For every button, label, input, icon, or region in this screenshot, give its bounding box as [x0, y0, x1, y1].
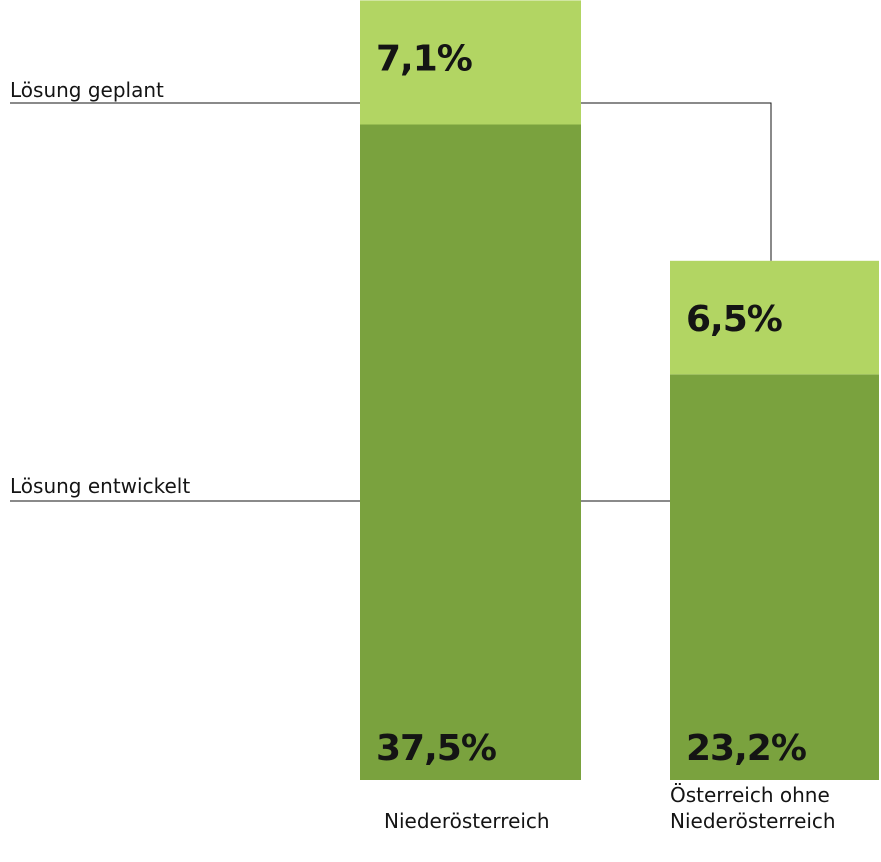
data-label-entwickelt-1: 23,2% — [686, 728, 806, 769]
legend-label-entwickelt: Lösung entwickelt — [10, 474, 190, 498]
category-label-1: Österreich ohne Niederösterreich — [670, 783, 836, 833]
bar-segment-entwickelt-1 — [670, 374, 879, 780]
data-label-geplant-1: 6,5% — [686, 299, 782, 340]
category-label-0: Niederösterreich — [384, 809, 550, 833]
legend: Lösung geplant Lösung entwickelt — [10, 78, 190, 498]
bar-segment-geplant-0 — [360, 0, 581, 125]
bar-segment-geplant-1 — [670, 260, 879, 375]
category-label-line: Niederösterreich — [670, 809, 836, 833]
legend-line-geplant-right — [581, 102, 772, 261]
data-label-geplant-0: 7,1% — [376, 38, 472, 79]
category-label-line: Österreich ohne — [670, 783, 830, 807]
bar-segment-entwickelt-0 — [360, 124, 581, 780]
bars-layer: 37,5% 7,1% 23,2% 6,5% — [360, 0, 879, 780]
data-label-entwickelt-0: 37,5% — [376, 728, 496, 769]
legend-label-geplant: Lösung geplant — [10, 78, 164, 102]
category-label-line: Niederösterreich — [384, 809, 550, 833]
legend-connectors — [10, 102, 772, 502]
